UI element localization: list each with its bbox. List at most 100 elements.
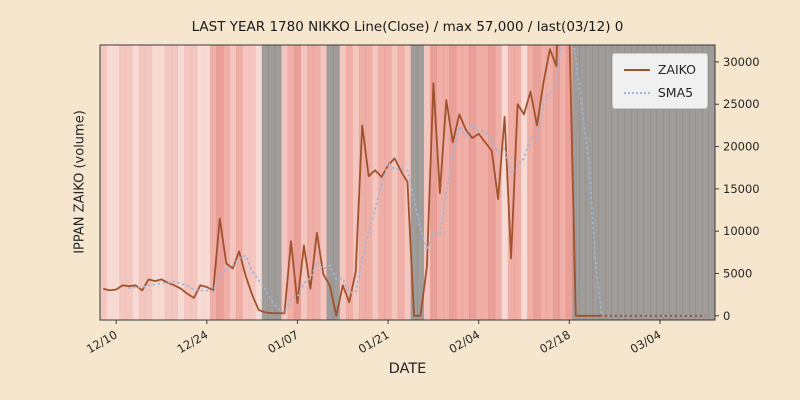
day-band [145, 45, 153, 320]
day-band [475, 45, 483, 320]
day-band [320, 45, 327, 320]
day-band [391, 45, 399, 320]
day-band [346, 45, 353, 320]
day-band [637, 45, 645, 320]
day-band [125, 45, 133, 320]
day-band [190, 45, 198, 320]
day-band [268, 45, 276, 320]
day-band [197, 45, 204, 320]
day-band [106, 45, 114, 320]
day-band [112, 45, 120, 320]
day-band [676, 45, 683, 320]
x-axis-label: DATE [388, 361, 427, 377]
day-band [604, 45, 612, 320]
x-tick-label: 03/04 [628, 327, 664, 356]
day-band [527, 45, 535, 320]
day-band [514, 45, 522, 320]
day-band [559, 45, 567, 320]
day-band [100, 45, 107, 320]
y-tick-label: 0 [723, 309, 730, 323]
day-band [151, 45, 159, 320]
day-band [119, 45, 127, 320]
day-band [300, 45, 308, 320]
day-band [423, 45, 431, 320]
zaiko-line-sample [623, 68, 650, 71]
day-band [326, 45, 334, 320]
day-band [689, 45, 696, 320]
day-band [294, 45, 301, 320]
day-band [171, 45, 178, 320]
day-band [585, 45, 593, 320]
day-band [643, 45, 651, 320]
day-band [397, 45, 405, 320]
day-band [223, 45, 230, 320]
day-band [132, 45, 140, 320]
day-band [501, 45, 509, 320]
day-band [307, 45, 314, 320]
day-band [417, 45, 424, 320]
day-band [158, 45, 166, 320]
x-tick-label: 02/04 [446, 327, 482, 356]
day-band [553, 45, 560, 320]
day-band [507, 45, 515, 320]
day-band [203, 45, 211, 320]
day-band [708, 45, 716, 320]
x-tick-label: 12/10 [84, 327, 120, 356]
y-tick-label: 5000 [723, 266, 752, 280]
y-tick-label: 30000 [723, 55, 760, 69]
day-band [592, 45, 599, 320]
day-band [210, 45, 217, 320]
day-band [702, 45, 709, 320]
day-band [365, 45, 373, 320]
day-band [333, 45, 340, 320]
day-band [611, 45, 619, 320]
day-band [669, 45, 677, 320]
day-band [177, 45, 185, 320]
day-band [579, 45, 586, 320]
day-band [572, 45, 580, 320]
day-band [371, 45, 379, 320]
plot-border [99, 44, 716, 321]
day-band [469, 45, 476, 320]
day-band [274, 45, 282, 320]
legend-item-sma5: SMA5 [623, 85, 696, 100]
day-band [481, 45, 489, 320]
day-band [624, 45, 632, 320]
day-band [255, 45, 263, 320]
day-band [378, 45, 386, 320]
chart-title: LAST YEAR 1780 NIKKO Line(Close) / max 5… [191, 19, 624, 35]
day-band [598, 45, 606, 320]
day-band [682, 45, 690, 320]
day-band [520, 45, 528, 320]
day-band [546, 45, 554, 320]
day-band [617, 45, 625, 320]
day-band [358, 45, 366, 320]
day-band [456, 45, 463, 320]
day-band [229, 45, 237, 320]
day-band [164, 45, 172, 320]
day-band [533, 45, 541, 320]
day-band [488, 45, 496, 320]
day-band [656, 45, 664, 320]
legend-label-zaiko: ZAIKO [657, 62, 696, 77]
sma5-line-sample [623, 91, 650, 94]
day-band [566, 45, 573, 320]
day-band [313, 45, 321, 320]
day-band [184, 45, 191, 320]
day-band [352, 45, 360, 320]
zaiko-line [102, 45, 706, 317]
day-band [430, 45, 437, 320]
legend-item-zaiko: ZAIKO [623, 62, 696, 77]
day-band [462, 45, 470, 320]
day-band [449, 45, 457, 320]
x-tick-label: 01/21 [356, 327, 392, 356]
day-band [287, 45, 295, 320]
day-band [281, 45, 289, 320]
y-tick-label: 10000 [723, 224, 760, 238]
day-band [384, 45, 392, 320]
day-band [261, 45, 269, 320]
y-tick-label: 25000 [723, 97, 760, 111]
x-tick-label: 01/07 [265, 327, 301, 356]
day-band [695, 45, 703, 320]
